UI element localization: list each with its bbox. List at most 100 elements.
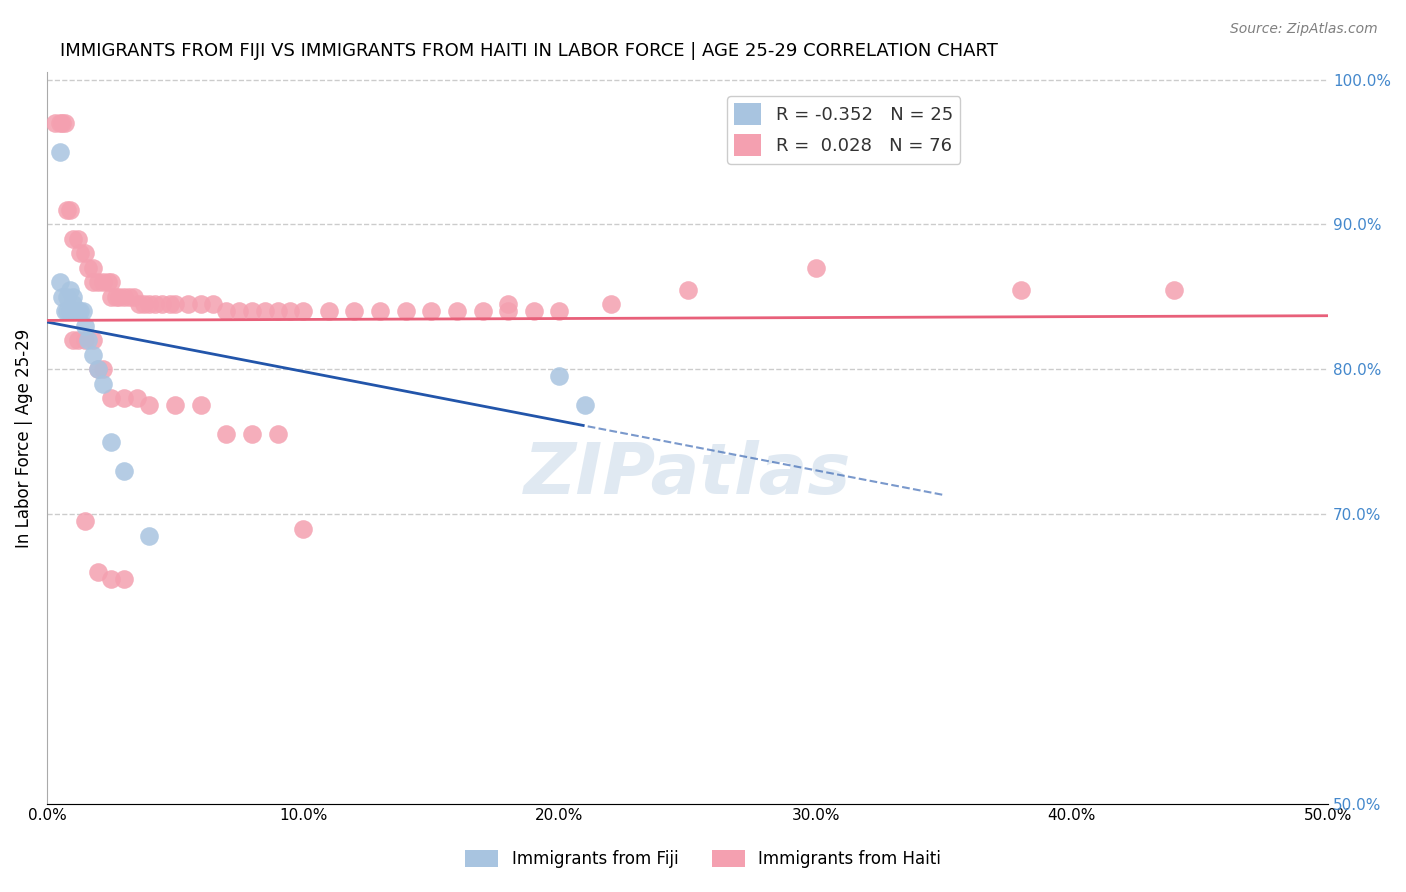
Point (82, 276, 104, 290)
Point (292, 522, 315, 536)
Point (112, 464, 135, 478)
Point (446, 304, 468, 318)
Point (63, 304, 86, 318)
Point (215, 304, 238, 318)
Point (75, 246, 97, 260)
Point (215, 427, 238, 442)
Point (97, 276, 120, 290)
Point (548, 369, 571, 384)
Point (240, 304, 263, 318)
Point (100, 391, 122, 405)
Point (66, 333, 89, 347)
Point (599, 297, 621, 311)
Point (91, 362, 114, 376)
Point (496, 304, 519, 318)
Point (66, 304, 89, 318)
Point (91, 276, 114, 290)
Point (1010, 283, 1032, 297)
Point (395, 304, 418, 318)
Point (138, 529, 160, 543)
Point (266, 304, 288, 318)
Point (59, 304, 82, 318)
Point (62, 297, 84, 311)
Point (1163, 283, 1185, 297)
Point (163, 399, 186, 413)
Point (72, 304, 94, 318)
Point (105, 290, 128, 304)
Point (56, 304, 79, 318)
Point (100, 290, 122, 304)
Point (87, 276, 110, 290)
Point (159, 297, 181, 311)
Point (190, 297, 212, 311)
Point (150, 297, 173, 311)
Text: ZIPatlas: ZIPatlas (524, 440, 851, 509)
Point (122, 290, 145, 304)
Point (56, 202, 79, 217)
Point (56, 290, 79, 304)
Point (62, 333, 84, 347)
Point (292, 304, 315, 318)
Point (112, 290, 135, 304)
Point (112, 391, 135, 405)
Point (266, 427, 288, 442)
Point (107, 290, 129, 304)
Point (676, 283, 699, 297)
Point (278, 304, 301, 318)
Point (134, 297, 156, 311)
Point (82, 260, 104, 275)
Point (77, 260, 100, 275)
Point (202, 297, 225, 311)
Point (87, 565, 110, 579)
Point (100, 572, 122, 586)
Point (228, 304, 250, 318)
Point (48, 145, 70, 159)
Point (69, 304, 91, 318)
Point (253, 304, 276, 318)
Point (112, 572, 135, 586)
Point (143, 297, 166, 311)
Text: IMMIGRANTS FROM FIJI VS IMMIGRANTS FROM HAITI IN LABOR FORCE | AGE 25-29 CORRELA: IMMIGRANTS FROM FIJI VS IMMIGRANTS FROM … (59, 42, 998, 60)
Point (190, 399, 212, 413)
Point (471, 304, 494, 318)
Point (574, 399, 596, 413)
Point (128, 297, 150, 311)
Point (82, 348, 104, 362)
Point (75, 333, 97, 347)
Point (87, 362, 110, 376)
Point (75, 514, 97, 528)
Point (100, 276, 122, 290)
Point (63, 304, 86, 318)
Point (66, 232, 89, 246)
Point (496, 297, 519, 311)
Point (51, 116, 73, 130)
Legend: R = -0.352   N = 25, R =  0.028   N = 76: R = -0.352 N = 25, R = 0.028 N = 76 (727, 96, 960, 163)
Point (77, 333, 100, 347)
Point (91, 376, 114, 391)
Point (138, 297, 160, 311)
Point (59, 202, 82, 217)
Text: Source: ZipAtlas.com: Source: ZipAtlas.com (1230, 22, 1378, 37)
Point (420, 304, 443, 318)
Point (75, 318, 97, 333)
Point (548, 304, 571, 318)
Point (240, 427, 263, 442)
Point (44, 116, 66, 130)
Point (51, 290, 73, 304)
Point (62, 290, 84, 304)
Point (53, 304, 76, 318)
Point (82, 333, 104, 347)
Point (100, 434, 122, 449)
Point (62, 232, 84, 246)
Point (69, 246, 91, 260)
Point (138, 399, 160, 413)
Point (59, 283, 82, 297)
Point (87, 362, 110, 376)
Point (118, 290, 141, 304)
Point (368, 304, 391, 318)
Point (804, 260, 827, 275)
Y-axis label: In Labor Force | Age 25-29: In Labor Force | Age 25-29 (15, 328, 32, 548)
Point (343, 304, 366, 318)
Point (318, 304, 340, 318)
Legend: Immigrants from Fiji, Immigrants from Haiti: Immigrants from Fiji, Immigrants from Ha… (458, 843, 948, 875)
